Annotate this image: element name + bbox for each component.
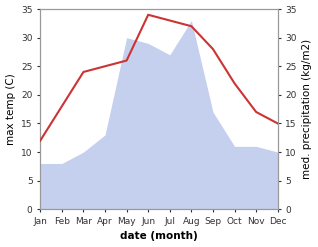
- Y-axis label: max temp (C): max temp (C): [5, 73, 16, 145]
- X-axis label: date (month): date (month): [120, 231, 198, 242]
- Y-axis label: med. precipitation (kg/m2): med. precipitation (kg/m2): [302, 39, 313, 179]
